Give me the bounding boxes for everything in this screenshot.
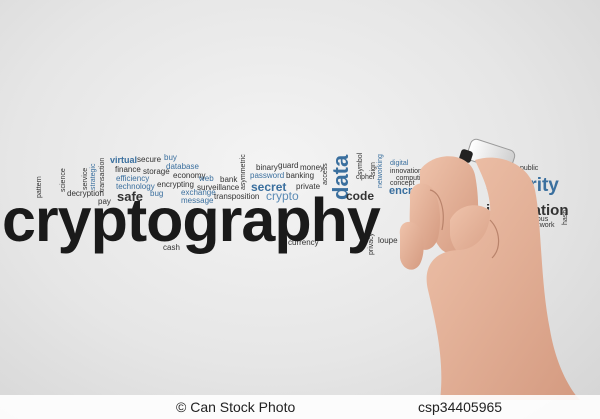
word-safe: safe: [117, 189, 144, 204]
word-currency: currency: [288, 238, 319, 247]
word-pay: pay: [98, 197, 111, 206]
copyright-text: © Can Stock Photo: [176, 399, 296, 415]
word-bug: bug: [150, 189, 164, 198]
word-banking: banking: [286, 171, 315, 180]
image-id-text: csp34405965: [418, 399, 503, 415]
word-efficiency: efficiency: [116, 174, 150, 183]
word-cipher: cipher: [356, 174, 376, 181]
word-symbol: symbol: [357, 152, 364, 175]
word-sign: sign: [370, 162, 377, 175]
word-finance: finance: [115, 165, 141, 174]
watermark-bar: © Can Stock Photo csp34405965: [0, 395, 600, 419]
word-asymmetric: asymmetric: [240, 154, 247, 190]
word-private: private: [296, 182, 321, 191]
word-economy: economy: [173, 171, 206, 180]
word-crypto: crypto: [266, 189, 299, 203]
word-cash: cash: [163, 243, 180, 252]
word-computing: computing: [396, 175, 429, 182]
word-buy: buy: [164, 153, 177, 162]
word-secure: secure: [137, 155, 162, 164]
word-encrypting: encrypting: [157, 180, 194, 189]
word-database: database: [166, 162, 199, 171]
word-loupe: loupe: [378, 236, 398, 245]
word-access: access: [322, 163, 329, 185]
word-password: password: [250, 171, 285, 180]
word-technology: technology: [116, 182, 155, 191]
word-decryption: decryption: [67, 189, 104, 198]
word-binary: binary: [256, 163, 278, 172]
word-bank: bank: [220, 175, 238, 184]
word-innovation: innovation: [390, 168, 422, 175]
word-web: web: [199, 174, 214, 183]
word-guard: guard: [278, 161, 299, 170]
main-word-cryptography: cryptography: [2, 186, 381, 254]
word-transposition: transposition: [214, 192, 260, 201]
word-money: money: [300, 163, 325, 172]
word-storage: storage: [143, 167, 170, 176]
word-concept: concept: [390, 180, 415, 187]
word-surveillance: surveillance: [197, 183, 240, 192]
word-public: public: [520, 165, 539, 172]
hand-with-marker-image: [399, 138, 580, 400]
word-exchange: exchange: [181, 188, 216, 197]
word-secret: secret: [251, 180, 287, 194]
word-network: network: [530, 222, 555, 229]
word-digital: digital: [390, 160, 409, 167]
word-virtual: virtual: [110, 155, 138, 165]
word-message: message: [181, 196, 214, 205]
word-code: code: [346, 189, 375, 203]
